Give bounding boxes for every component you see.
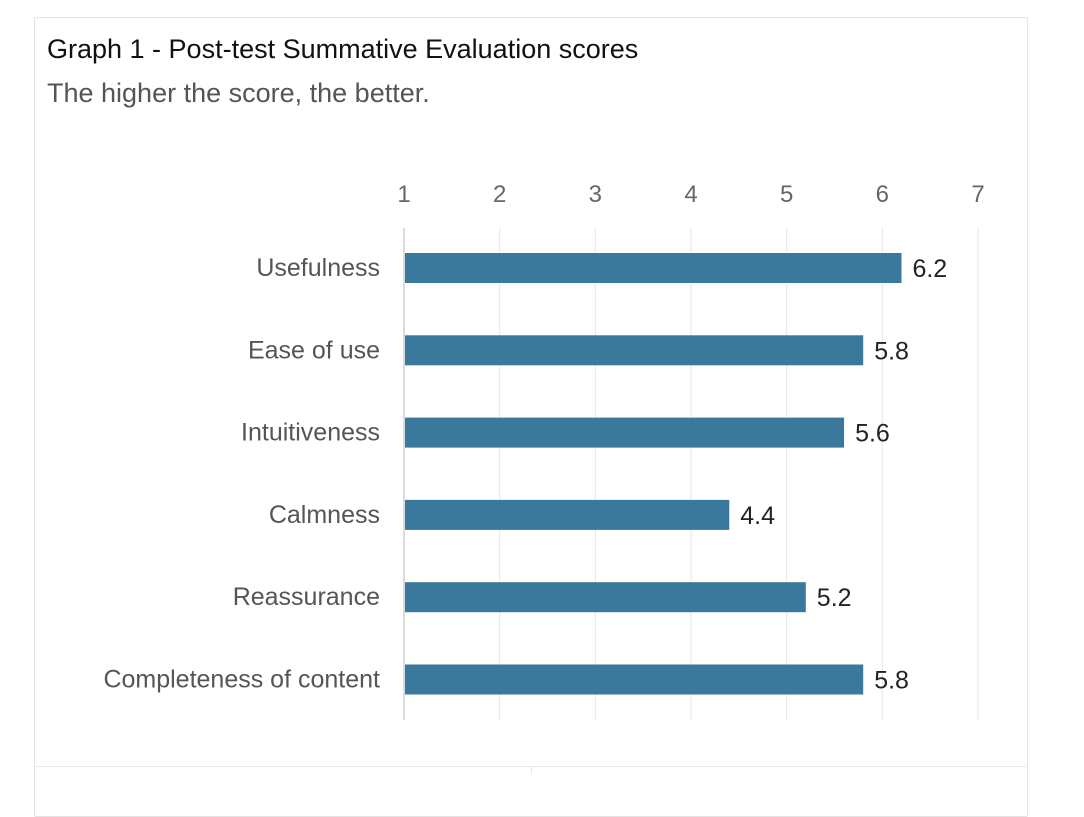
x-tick-label: 5 bbox=[780, 181, 793, 208]
category-label: Ease of use bbox=[248, 336, 380, 364]
x-tick-label: 1 bbox=[397, 181, 410, 208]
data-label: 5.2 bbox=[817, 584, 852, 612]
data-label: 5.8 bbox=[874, 667, 909, 695]
chart-title: Graph 1 - Post-test Summative Evaluation… bbox=[47, 34, 639, 64]
bar-intuitiveness bbox=[405, 417, 845, 448]
chart-subtitle: The higher the score, the better. bbox=[47, 78, 430, 108]
data-label: 5.8 bbox=[874, 337, 909, 365]
x-tick-label: 3 bbox=[589, 181, 602, 208]
data-label: 6.2 bbox=[912, 255, 947, 283]
card-divider-tick bbox=[531, 766, 532, 774]
bar-completeness-of-content bbox=[405, 664, 864, 695]
data-label: 5.6 bbox=[855, 420, 890, 448]
x-tick-label: 4 bbox=[684, 181, 697, 208]
bar-usefulness bbox=[405, 253, 902, 283]
category-label: Completeness of content bbox=[103, 666, 380, 694]
category-label: Reassurance bbox=[233, 583, 380, 611]
bar-ease-of-use bbox=[405, 335, 864, 366]
category-label: Usefulness bbox=[256, 254, 380, 282]
x-tick-label: 2 bbox=[493, 181, 506, 208]
data-label: 4.4 bbox=[740, 502, 775, 530]
x-tick-label: 6 bbox=[876, 181, 889, 208]
category-label: Intuitiveness bbox=[241, 419, 380, 447]
bar-reassurance bbox=[405, 582, 806, 613]
bar-chart: 1 2 3 4 5 6 7 Usefulness 6.2 Ease of use 5.8 Intuit… bbox=[103, 181, 985, 720]
bar-calmness bbox=[405, 499, 730, 530]
x-tick-label: 7 bbox=[971, 181, 984, 208]
category-label: Calmness bbox=[269, 501, 380, 529]
